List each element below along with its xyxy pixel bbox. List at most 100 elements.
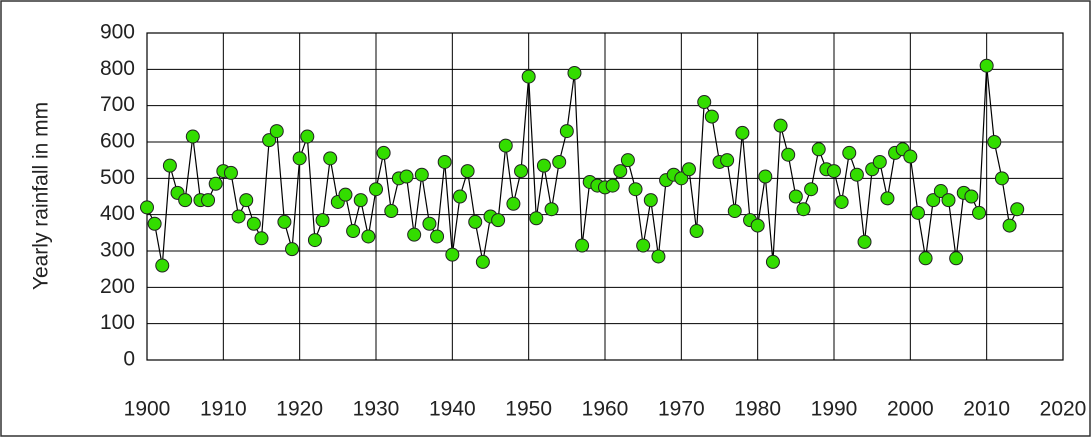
- data-point: [223, 165, 238, 180]
- data-point: [643, 193, 658, 208]
- data-point: [857, 234, 872, 249]
- x-tick-label: 1960: [582, 398, 629, 421]
- data-point: [559, 124, 574, 139]
- data-point: [399, 169, 414, 184]
- data-point: [842, 145, 857, 160]
- data-point: [567, 65, 582, 80]
- data-point: [346, 224, 361, 239]
- data-point: [254, 231, 269, 246]
- data-point: [521, 69, 536, 84]
- data-point: [262, 133, 277, 148]
- data-point: [338, 187, 353, 202]
- data-point: [208, 176, 223, 191]
- data-point: [323, 151, 338, 166]
- data-point: [239, 193, 254, 208]
- x-tick-label: 1970: [658, 398, 705, 421]
- data-point: [460, 164, 475, 179]
- data-point: [1010, 202, 1025, 217]
- data-point: [681, 162, 696, 177]
- data-point: [529, 211, 544, 226]
- data-point: [651, 249, 666, 264]
- data-point: [979, 58, 994, 73]
- data-point: [704, 109, 719, 124]
- data-point: [804, 182, 819, 197]
- x-tick-label: 1930: [353, 398, 400, 421]
- data-point: [422, 216, 437, 231]
- data-point: [765, 254, 780, 269]
- y-tick-label: 700: [100, 93, 135, 116]
- x-tick-label: 1950: [505, 398, 552, 421]
- data-point: [552, 154, 567, 169]
- data-point: [811, 142, 826, 157]
- y-axis-label: Yearly rainfall in mm: [30, 102, 53, 290]
- data-point: [269, 124, 284, 139]
- data-point: [437, 154, 452, 169]
- data-point: [231, 209, 246, 224]
- x-tick-label: 1980: [734, 398, 781, 421]
- data-point: [872, 154, 887, 169]
- data-point: [689, 224, 704, 239]
- data-point: [697, 95, 712, 110]
- data-point: [285, 242, 300, 257]
- x-tick-label: 1920: [276, 398, 323, 421]
- data-point: [353, 193, 368, 208]
- data-point: [407, 227, 422, 242]
- data-point: [185, 129, 200, 144]
- y-tick-label: 400: [100, 202, 135, 225]
- data-point: [430, 229, 445, 244]
- data-point: [491, 213, 506, 228]
- data-point: [720, 153, 735, 168]
- y-tick-label: 600: [100, 130, 135, 153]
- data-point: [788, 189, 803, 204]
- data-point: [452, 189, 467, 204]
- y-tick-label: 0: [123, 348, 135, 371]
- data-point: [575, 238, 590, 253]
- y-tick-label: 500: [100, 166, 135, 189]
- data-point: [933, 184, 948, 199]
- y-tick-label: 900: [100, 21, 135, 44]
- data-point: [827, 164, 841, 179]
- data-point: [1002, 218, 1017, 233]
- x-tick-label: 1990: [811, 398, 858, 421]
- data-point: [147, 216, 162, 231]
- data-point: [994, 171, 1009, 186]
- data-point: [796, 202, 811, 217]
- x-tick-label: 1910: [200, 398, 247, 421]
- data-point: [384, 204, 399, 219]
- x-tick-label: 2010: [963, 398, 1010, 421]
- data-point: [178, 193, 193, 208]
- data-point: [475, 254, 490, 269]
- data-point: [964, 189, 979, 204]
- data-point: [498, 138, 513, 153]
- data-point: [781, 147, 796, 162]
- data-point: [155, 258, 170, 273]
- data-point: [246, 216, 261, 231]
- data-point: [903, 149, 918, 164]
- data-point: [292, 151, 307, 166]
- data-point: [300, 129, 315, 144]
- data-point: [468, 214, 483, 229]
- data-point: [918, 251, 933, 266]
- data-point: [987, 135, 1002, 149]
- data-point: [727, 204, 742, 219]
- data-point: [750, 218, 765, 233]
- y-tick-label: 800: [100, 57, 135, 80]
- data-point: [369, 182, 383, 197]
- data-point: [613, 164, 628, 179]
- data-point: [910, 205, 925, 220]
- x-tick-label: 1900: [124, 398, 171, 421]
- data-point: [536, 158, 551, 173]
- data-point: [674, 171, 689, 186]
- data-point: [620, 153, 635, 168]
- x-tick-label: 2020: [1040, 398, 1087, 421]
- data-point: [834, 194, 849, 209]
- data-point: [628, 182, 643, 197]
- data-point: [361, 229, 376, 244]
- data-point: [514, 164, 529, 179]
- data-point: [941, 193, 956, 208]
- data-point: [926, 193, 941, 208]
- data-point: [445, 247, 460, 262]
- data-point: [605, 178, 620, 193]
